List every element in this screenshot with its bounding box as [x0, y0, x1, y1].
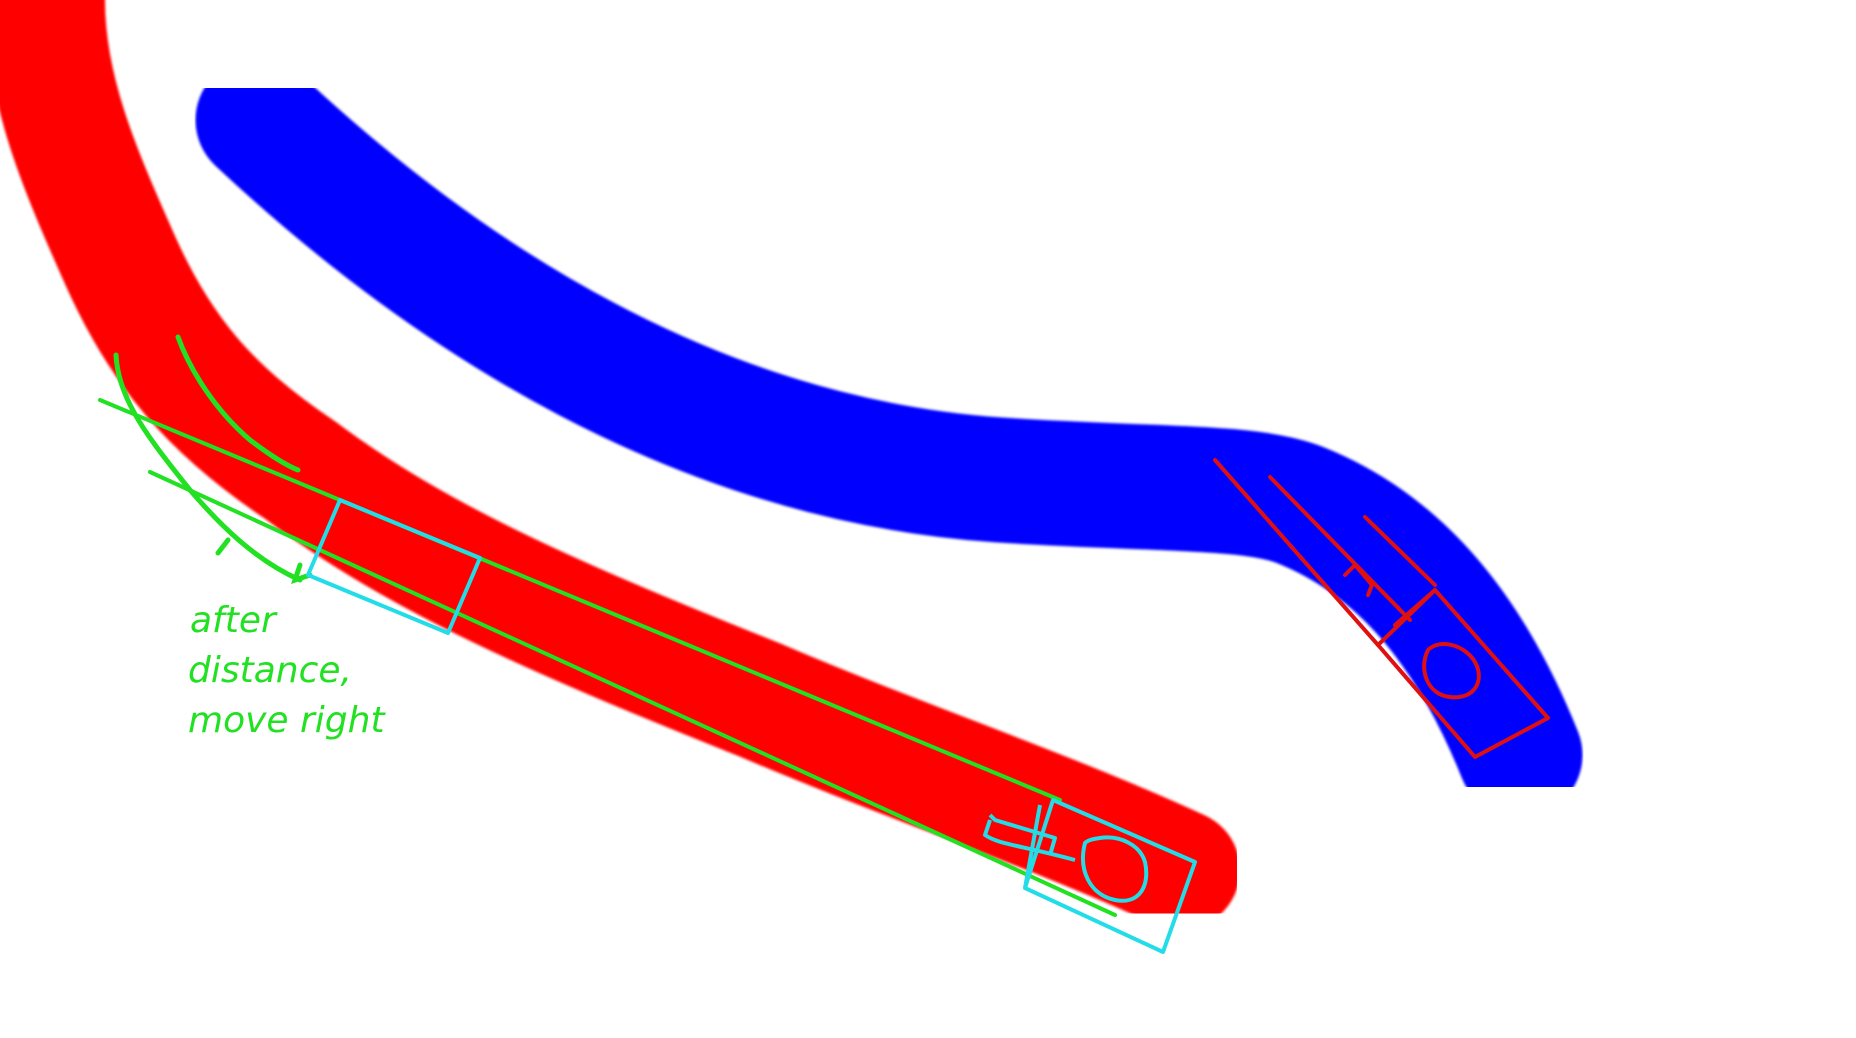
- red-guide-line-3: [1363, 515, 1437, 587]
- green-parallel-lines: [98, 398, 1117, 917]
- blue-track-stroke: [195, 57, 1583, 818]
- red-guide-line-1: [1213, 458, 1380, 647]
- red-guide-line-2: [1268, 475, 1412, 622]
- note-line-3: move right: [188, 700, 386, 741]
- red-car-sketch: [1213, 458, 1550, 759]
- green-line-upper: [98, 398, 1062, 802]
- cyan-wheel-circle: [1081, 835, 1149, 903]
- cyan-car-sketch: [306, 498, 1197, 954]
- green-curve-right: [175, 334, 301, 473]
- cyan-rect-front: [1023, 798, 1197, 954]
- green-handwritten-note: after distance, move right: [188, 600, 386, 741]
- cyan-axle-line: [983, 819, 1076, 862]
- green-arrow-head: [291, 562, 313, 584]
- red-axle-bracket: [1343, 563, 1374, 597]
- red-track-stroke: [0, 0, 1240, 930]
- cyan-rect-rear: [306, 498, 482, 635]
- red-cross-line: [1393, 588, 1437, 627]
- cyan-bracket: [988, 813, 1057, 856]
- green-arrow-tail: [215, 537, 231, 556]
- red-wheel-circle: [1422, 642, 1481, 700]
- note-line-2: distance,: [188, 650, 352, 691]
- cyan-cross-line: [1023, 804, 1042, 889]
- green-line-lower: [148, 470, 1117, 917]
- note-line-1: after: [190, 600, 278, 641]
